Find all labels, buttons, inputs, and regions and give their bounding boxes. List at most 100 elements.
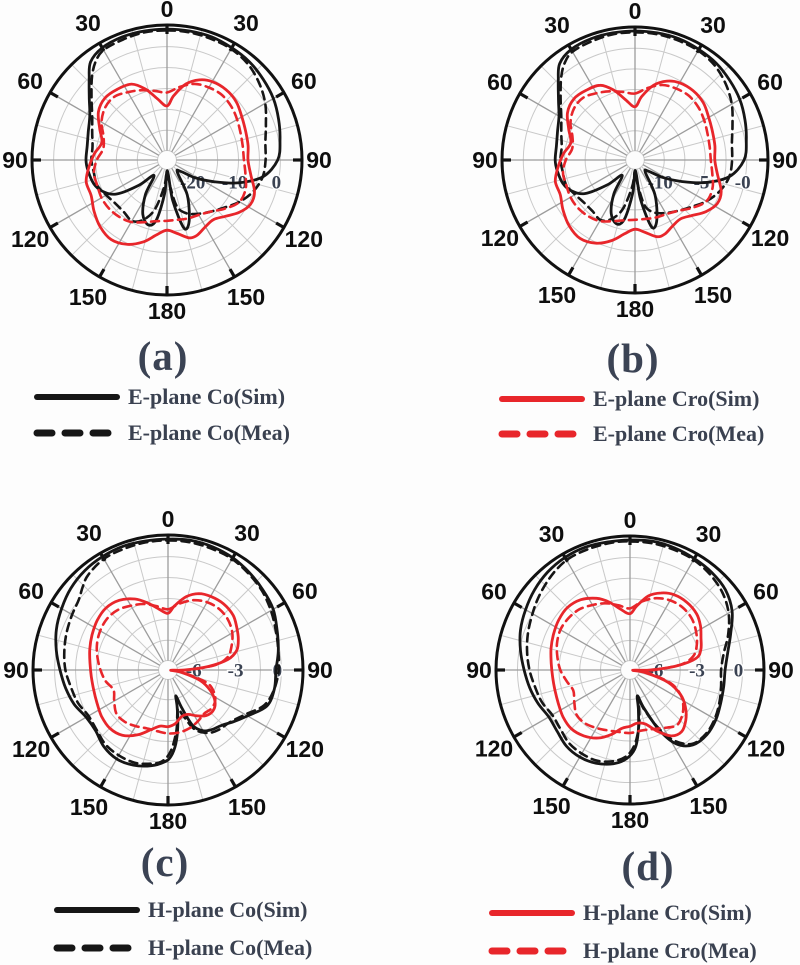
caption-a: (a) (137, 333, 189, 379)
series-d-3 (555, 596, 699, 735)
angle-label-90: 90 (3, 657, 29, 683)
angle-label-90: 90 (306, 147, 332, 173)
angle-label-150: 150 (532, 793, 570, 819)
polar-grid (32, 25, 302, 295)
angle-label-30: 30 (544, 12, 570, 38)
angle-label-180: 180 (148, 298, 186, 324)
series-d-0 (518, 538, 734, 766)
angle-label-30: 30 (700, 12, 726, 38)
polar-grid (496, 536, 764, 804)
legend-label: E-plane Co(Mea) (128, 420, 290, 445)
angle-label-150: 150 (227, 284, 265, 310)
caption-b: (b) (606, 335, 660, 381)
legend-row: H-plane Cro(Mea) (488, 936, 757, 965)
caption-d: (d) (621, 843, 675, 889)
angle-label-0: 0 (629, 0, 642, 24)
series-a-2 (84, 78, 256, 246)
angle-label-120: 120 (751, 225, 789, 251)
radial-tick-label: -3 (689, 661, 705, 682)
legend-row: H-plane Cro(Sim) (488, 898, 752, 928)
angle-label-180: 180 (611, 807, 649, 833)
angle-label-60: 60 (753, 579, 779, 605)
series-d-2 (549, 591, 703, 740)
angle-labels: 0 30 30 60 60 90 90 120 120 150 150 180 (472, 0, 798, 322)
legend-row: E-plane Co(Mea) (33, 418, 290, 448)
angle-label-120: 120 (11, 226, 49, 252)
legend-label: H-plane Co(Sim) (148, 897, 308, 922)
angle-label-60: 60 (757, 69, 783, 95)
series-a-1 (90, 29, 268, 223)
series-a-0 (84, 27, 282, 231)
angle-label-30: 30 (696, 521, 722, 547)
radial-tick-label: 0 (734, 661, 744, 682)
angle-label-60: 60 (481, 579, 507, 605)
legend-label: H-plane Cro(Sim) (583, 900, 752, 925)
angle-label-120: 120 (286, 736, 324, 762)
legend-label: E-plane Cro(Mea) (593, 421, 765, 446)
legend-label: H-plane Cro(Mea) (583, 938, 757, 963)
angle-label-90: 90 (307, 657, 333, 683)
legend-line-solid-icon (499, 396, 585, 402)
angle-label-120: 120 (747, 736, 785, 762)
angle-label-120: 120 (12, 736, 50, 762)
angle-label-60: 60 (17, 68, 43, 94)
radial-tick-label: -0 (735, 173, 751, 194)
legend-row: E-plane Co(Sim) (33, 382, 285, 412)
radial-tick-label: -3 (228, 661, 244, 682)
angle-label-180: 180 (616, 296, 654, 322)
angle-label-150: 150 (689, 793, 727, 819)
angle-label-30: 30 (539, 521, 565, 547)
angle-label-30: 30 (75, 10, 101, 36)
angle-label-60: 60 (18, 578, 44, 604)
angle-label-30: 30 (76, 520, 102, 546)
angle-label-150: 150 (228, 794, 266, 820)
angle-label-90: 90 (772, 147, 798, 173)
legend-label: E-plane Co(Sim) (128, 384, 286, 409)
angle-label-90: 90 (472, 147, 498, 173)
angle-label-120: 120 (475, 736, 513, 762)
caption-c: (c) (140, 839, 190, 885)
angle-label-150: 150 (69, 284, 107, 310)
series-b-3 (561, 83, 715, 223)
legend-line-solid-icon (489, 910, 575, 916)
angle-label-180: 180 (149, 808, 187, 834)
angle-label-90: 90 (466, 657, 492, 683)
legend-row: E-plane Cro(Mea) (498, 419, 764, 449)
series-d-1 (525, 540, 731, 763)
legend-line-dashed-icon (498, 430, 586, 438)
legend-line-dashed-icon (53, 944, 141, 952)
legend-line-solid-icon (54, 907, 140, 913)
legend-line-dashed-icon (33, 429, 121, 437)
series-b-2 (553, 79, 723, 245)
series-b-1 (559, 30, 734, 223)
angle-label-0: 0 (161, 0, 174, 22)
series-a-3 (92, 82, 248, 224)
legend-row: E-plane Cro(Sim) (498, 384, 759, 414)
angle-labels: 0 30 30 60 60 90 90 120 120 150 150 180 (3, 506, 333, 834)
angle-label-120: 120 (481, 225, 519, 251)
angle-label-120: 120 (285, 226, 323, 252)
angle-label-30: 30 (233, 10, 259, 36)
angle-label-60: 60 (487, 69, 513, 95)
series-b-0 (553, 29, 748, 230)
angle-label-60: 60 (292, 578, 318, 604)
angle-labels: 0 30 30 60 60 90 90 120 120 150 150 180 (2, 0, 332, 324)
angle-label-0: 0 (162, 506, 175, 532)
angle-label-150: 150 (694, 282, 732, 308)
angle-labels: 0 30 30 60 60 90 90 120 120 150 150 180 (466, 507, 794, 833)
legend-line-dashed-icon (488, 947, 576, 955)
angle-label-30: 30 (234, 520, 260, 546)
legend-line-solid-icon (34, 394, 120, 400)
angle-label-90: 90 (768, 657, 794, 683)
legend-label: E-plane Cro(Sim) (593, 386, 760, 411)
angle-label-90: 90 (2, 147, 28, 173)
angle-label-150: 150 (70, 794, 108, 820)
legend-label: H-plane Co(Mea) (148, 935, 313, 960)
series-c-3 (95, 598, 234, 735)
angle-label-150: 150 (538, 282, 576, 308)
legend-row: H-plane Co(Mea) (53, 933, 312, 963)
